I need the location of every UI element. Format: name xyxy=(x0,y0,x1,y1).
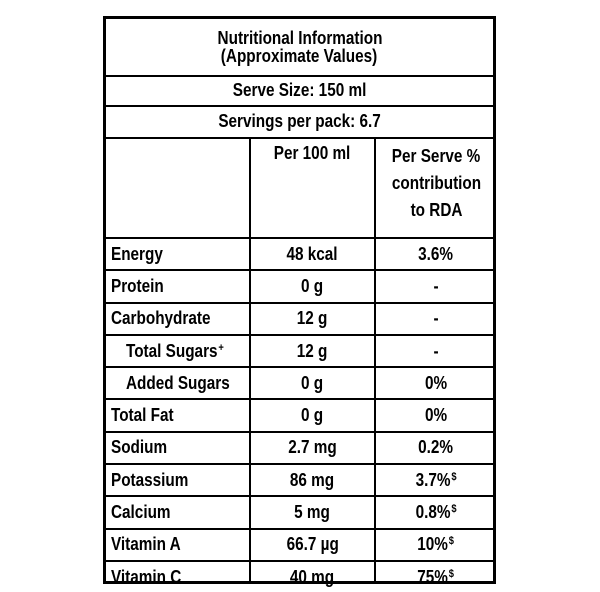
nutrient-name: Sodium xyxy=(111,437,168,458)
table-row: Calcium 5 mg 0.8%$ xyxy=(106,497,493,530)
label-title: Nutritional Information (Approximate Val… xyxy=(106,19,493,77)
nutrient-name: Total Fat xyxy=(111,405,174,426)
nutrient-name: Energy xyxy=(111,243,163,264)
nutrient-rda: 10%$ xyxy=(417,534,455,555)
table-row: Protein 0 g - xyxy=(106,271,493,304)
table-row: Total Sugars+ 12 g - xyxy=(106,336,493,369)
rda-superscript: $ xyxy=(451,503,457,516)
table-row: Added Sugars 0 g 0% xyxy=(106,368,493,401)
nutrient-value: 5 mg xyxy=(294,502,331,523)
servings-per-pack: Servings per pack: 6.7 xyxy=(218,111,381,131)
nutrient-rda: 75%$ xyxy=(417,566,455,587)
nutrient-rda: - xyxy=(433,308,439,329)
nutrient-value: 12 g xyxy=(297,340,328,361)
title-line-1: Nutritional Information xyxy=(217,28,382,48)
table-row: Carbohydrate 12 g - xyxy=(106,304,493,336)
nutrient-name: Carbohydrate xyxy=(111,308,211,329)
nutrient-name: Vitamin A xyxy=(111,534,181,555)
nutrient-value: 0 g xyxy=(301,275,324,296)
table-header: Per 100 ml Per Serve % contribution to R… xyxy=(106,137,493,239)
nutrient-name: Added Sugars xyxy=(126,372,230,393)
nutrient-table: Per 100 ml Per Serve % contribution to R… xyxy=(106,137,493,587)
header-per-serve-line-1: Per Serve % xyxy=(391,146,481,166)
header-per-100ml: Per 100 ml xyxy=(274,143,351,163)
nutrient-rows: Energy 48 kcal 3.6% Protein 0 g - Carboh… xyxy=(106,239,493,587)
header-per-serve-line-2: contribution xyxy=(391,173,481,193)
nutrient-name: Vitamin C xyxy=(111,566,182,587)
nutrient-name: Calcium xyxy=(111,502,171,523)
table-row: Sodium 2.7 mg 0.2% xyxy=(106,433,493,466)
table-row: Total Fat 0 g 0% xyxy=(106,400,493,433)
name-superscript: + xyxy=(218,341,224,354)
nutrient-rda: 0.8%$ xyxy=(415,502,457,523)
nutrition-label: Nutritional Information (Approximate Val… xyxy=(103,16,496,587)
nutrient-value: 40 mg xyxy=(290,566,335,587)
nutrient-value: 48 kcal xyxy=(286,243,339,264)
nutrient-value: 12 g xyxy=(297,308,328,329)
table-row: Vitamin C 40 mg 75%$ xyxy=(106,562,493,592)
nutrient-value: 0 g xyxy=(301,372,324,393)
rda-superscript: $ xyxy=(451,470,457,483)
serve-size: Serve Size: 150 ml xyxy=(232,80,367,100)
nutrient-rda: 3.7%$ xyxy=(415,469,457,490)
nutrient-rda: 0% xyxy=(424,405,448,426)
nutrient-rda: 0% xyxy=(424,372,448,393)
column-divider xyxy=(374,137,376,581)
nutrient-rda: - xyxy=(433,275,439,296)
servings-per-pack-row: Servings per pack: 6.7 xyxy=(106,105,493,139)
nutrient-value: 86 mg xyxy=(290,469,335,490)
rda-superscript: $ xyxy=(449,535,455,548)
nutrient-value: 66.7 µg xyxy=(286,534,339,555)
rda-superscript: $ xyxy=(449,567,455,580)
nutrient-value: 2.7 mg xyxy=(288,437,337,458)
column-divider xyxy=(249,137,251,581)
table-row: Energy 48 kcal 3.6% xyxy=(106,239,493,272)
header-per-serve-rda: Per Serve % contribution to RDA xyxy=(376,143,496,224)
serve-size-row: Serve Size: 150 ml xyxy=(106,75,493,107)
header-per-serve-line-3: to RDA xyxy=(410,200,462,220)
nutrient-rda: 3.6% xyxy=(418,243,454,264)
title-line-2: (Approximate Values) xyxy=(221,46,378,66)
nutrient-value: 0 g xyxy=(301,405,324,426)
nutrient-rda: - xyxy=(433,340,439,361)
table-row: Vitamin A 66.7 µg 10%$ xyxy=(106,530,493,562)
nutrient-rda: 0.2% xyxy=(418,437,454,458)
table-row: Potassium 86 mg 3.7%$ xyxy=(106,465,493,498)
nutrient-name: Potassium xyxy=(111,469,189,490)
nutrient-name: Protein xyxy=(111,275,164,296)
nutrient-name: Total Sugars+ xyxy=(126,340,224,361)
